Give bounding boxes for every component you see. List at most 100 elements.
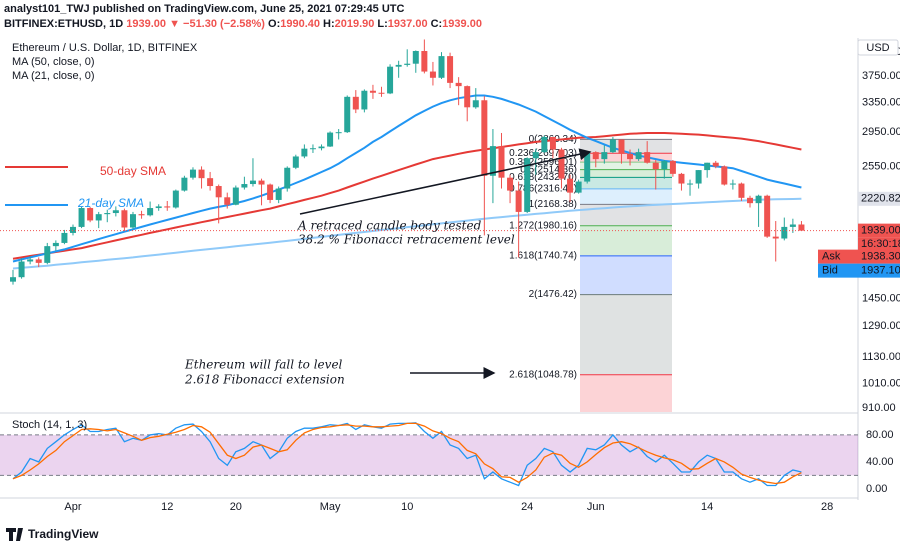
candle-body: [378, 92, 385, 94]
candle-body: [292, 156, 299, 168]
quote-name: Ask: [822, 251, 841, 263]
candle-body: [112, 210, 119, 214]
x-tick-label: 24: [521, 501, 533, 513]
fib-zone: [580, 204, 672, 226]
fib-label: 0.5(2514.36): [520, 164, 577, 175]
candle-body: [352, 96, 359, 110]
candle-body: [498, 146, 505, 178]
fib-zone: [580, 162, 672, 170]
candle-body: [181, 177, 188, 191]
annotation: 38.2 % Fibonacci retracement level: [298, 233, 515, 247]
price-label-box: [858, 191, 900, 206]
x-tick-label: 28: [821, 501, 833, 513]
fib-label: 0.786(2316.46): [509, 184, 577, 195]
ohlc-value: 2019.90: [334, 18, 375, 30]
ohlc-key: C:: [430, 18, 443, 30]
candle-body: [635, 152, 642, 160]
stoch-band: [0, 434, 858, 476]
candle-body: [704, 162, 711, 171]
candle-body: [207, 178, 214, 187]
x-tick-label: 14: [701, 501, 713, 513]
quote-line: BITFINEX:ETHUSD, 1D 1939.00 ▼ −51.30 (−2…: [4, 17, 485, 32]
candle-body: [532, 152, 539, 159]
candle-body: [687, 183, 694, 185]
y-tick-label: 2950.00: [862, 126, 900, 138]
candle-body: [164, 206, 171, 208]
candle-body: [644, 152, 651, 163]
fib-zone: [580, 188, 672, 205]
x-tick-label: 10: [401, 501, 413, 513]
y-tick-label: 910.00: [862, 402, 896, 414]
quote-name: Bid: [822, 265, 838, 277]
annotation: Ethereum will fall to level: [184, 358, 343, 372]
stoch-line: [12, 422, 802, 485]
ohlc: O:1990.40 H:2019.90 L:1937.00 C:1939.00: [268, 18, 485, 30]
candle-body: [138, 214, 145, 216]
candle-body: [215, 186, 222, 198]
candle-body: [438, 56, 445, 78]
candle-body: [558, 149, 565, 179]
candle-body: [284, 167, 291, 189]
candle-body: [609, 139, 616, 153]
candle-body: [429, 71, 436, 78]
last: 1939.00: [126, 18, 167, 30]
candle-body: [781, 226, 788, 239]
candle-body: [344, 96, 351, 133]
price-label: 1939.00: [861, 225, 900, 237]
annotation: A retraced candle body tested: [297, 219, 482, 233]
brand: TradingView: [28, 527, 99, 541]
candle-body: [747, 197, 754, 204]
candle-body: [764, 195, 771, 237]
y-tick-label: 3750.00: [862, 70, 900, 82]
candle-body: [421, 50, 428, 72]
fib-label: 0.618(2432.70): [509, 172, 577, 183]
candle-body: [395, 64, 402, 67]
candle-body: [489, 146, 496, 176]
candle-body: [738, 183, 745, 198]
candle-body: [129, 214, 136, 228]
ohlc-value: 1937.00: [387, 18, 428, 30]
candle-body: [69, 226, 76, 233]
candle-body: [10, 277, 16, 282]
candle-body: [661, 160, 668, 170]
candle-body: [155, 206, 162, 209]
candle-body: [327, 132, 334, 147]
candle-body: [241, 184, 248, 188]
candle-body: [567, 178, 574, 193]
candle-body: [712, 162, 719, 167]
currency-box[interactable]: [857, 39, 899, 56]
candle-body: [549, 137, 556, 150]
candle-body: [721, 166, 728, 185]
legend-entry: MA (21, close, 0): [12, 70, 95, 82]
fib-zone: [580, 225, 672, 256]
candle-body: [27, 259, 34, 262]
candle-body: [258, 180, 265, 185]
legend-entry: MA (50, close, 0): [12, 56, 95, 68]
x-tick-label: 12: [161, 501, 173, 513]
candle-body: [524, 158, 531, 212]
quote-value: 1937.10: [861, 265, 900, 277]
candle-body: [301, 148, 308, 157]
moving-average: [12, 132, 802, 260]
annotation: 2.618 Fibonacci extension: [184, 373, 345, 387]
currency: USD: [866, 42, 889, 54]
fib-zone: [580, 255, 672, 295]
y-tick-label: 1290.00: [862, 320, 900, 332]
countdown: 16:30:18: [861, 238, 900, 250]
candle-body: [35, 259, 42, 263]
candle-body: [601, 152, 608, 160]
candle-body: [404, 63, 411, 65]
candle-body: [249, 180, 256, 185]
symbol: BITFINEX:ETHUSD, 1D: [4, 18, 124, 30]
candle-body: [755, 195, 762, 204]
price-label-box: [858, 223, 900, 238]
fib-zone: [580, 374, 672, 412]
candle-body: [18, 261, 25, 278]
fib-label: 0.236(2697.03): [509, 148, 577, 159]
candle-body: [575, 181, 582, 193]
fib-zone: [580, 294, 672, 375]
candle-body: [464, 86, 471, 108]
annotation: 21-day SMA: [77, 196, 144, 210]
fib-label: 2.618(1048.78): [509, 369, 577, 380]
